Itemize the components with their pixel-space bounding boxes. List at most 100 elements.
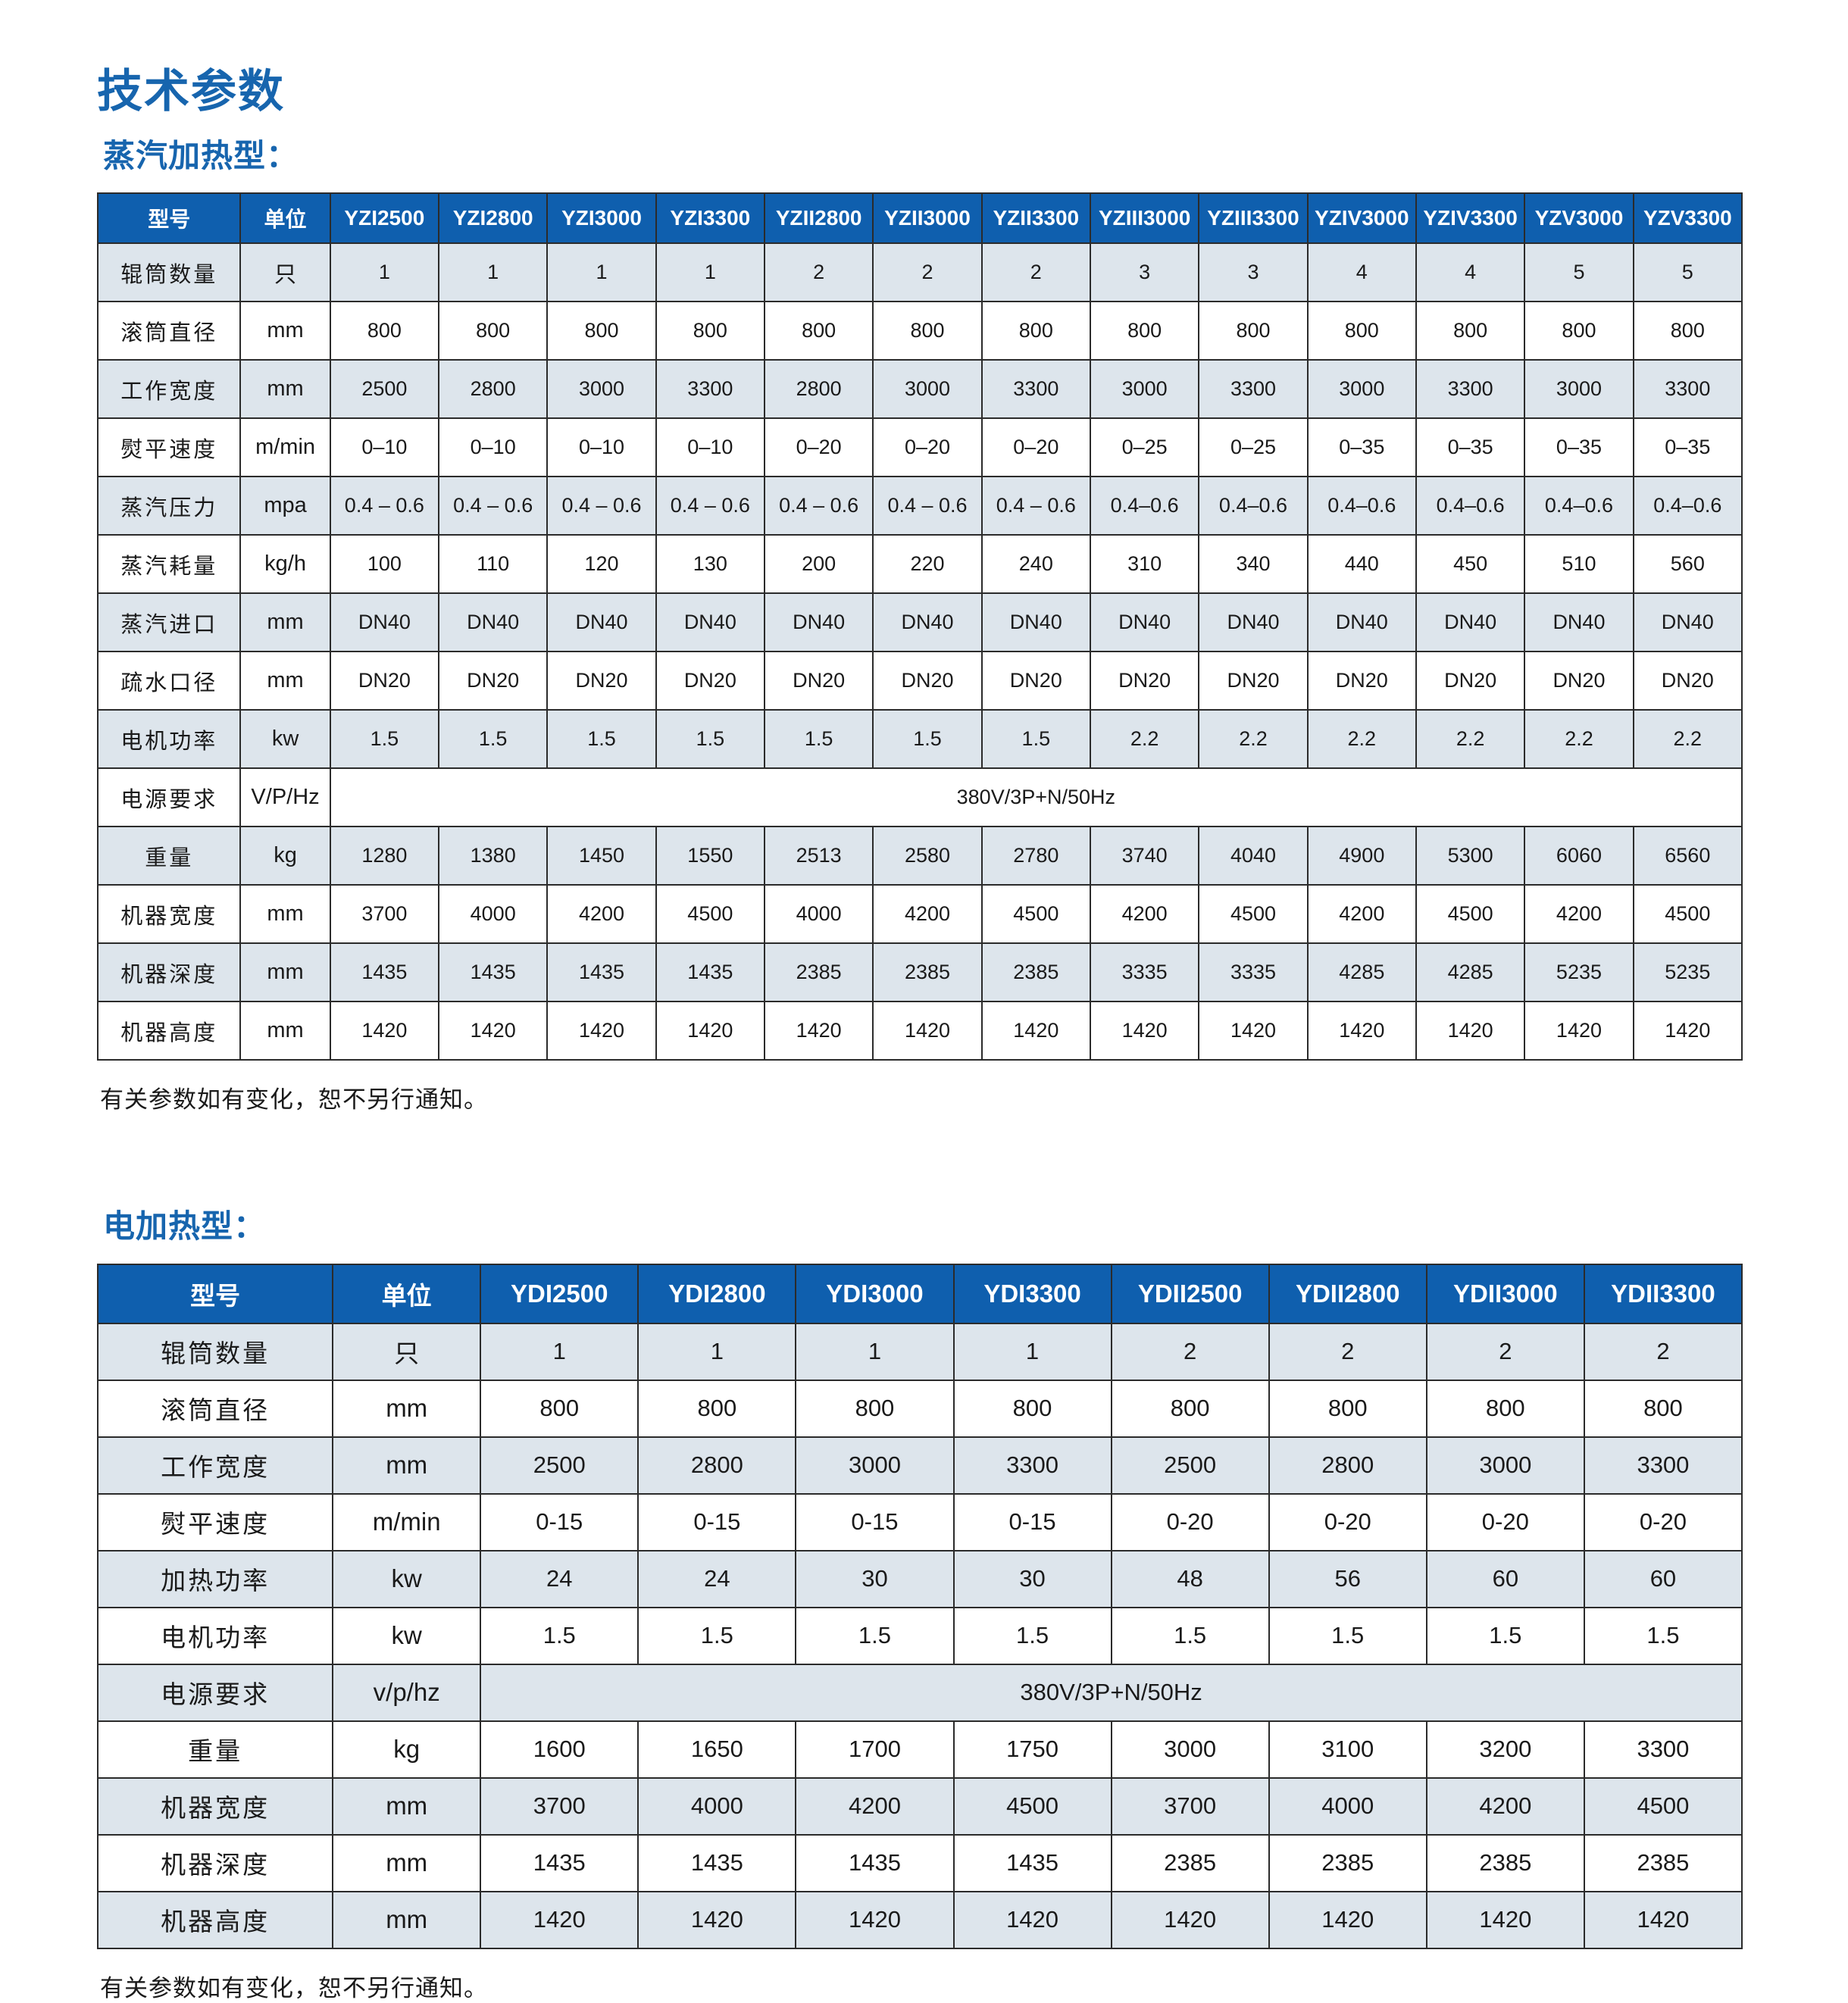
row-value: 2385 — [763, 942, 874, 1003]
row-unit: mm — [239, 301, 331, 361]
row-value: 0.4–0.6 — [1306, 476, 1417, 536]
row-value: 1.5 — [546, 709, 657, 770]
row-value: 0.4–0.6 — [1524, 476, 1634, 536]
row-value: 0–35 — [1632, 417, 1743, 478]
row-unit: v/p/hz — [332, 1663, 482, 1722]
row-label: 疏水口径 — [96, 651, 242, 711]
row-value: 0–10 — [546, 417, 657, 478]
row-unit: mm — [332, 1776, 482, 1836]
column-header-model-YZII3000: YZII3000 — [872, 192, 983, 245]
row-value: DN20 — [1524, 651, 1634, 711]
column-header-model-YZIV3300: YZIV3300 — [1415, 192, 1526, 245]
row-value: 1550 — [655, 826, 766, 886]
row-value: 1420 — [546, 1001, 657, 1061]
row-unit: mm — [332, 1379, 482, 1438]
row-label: 加热功率 — [96, 1549, 334, 1608]
electric-heating-spec-table: 型号 单位 YDI2500 YDI2800 YDI3000 YDI3300 YDII2500… — [96, 1263, 1743, 1949]
row-unit: mm — [239, 651, 331, 711]
column-header-model-YZII3300: YZII3300 — [980, 192, 1091, 245]
row-value: 1.5 — [1110, 1606, 1270, 1665]
row-value: 2800 — [637, 1436, 797, 1495]
row-value: 1700 — [795, 1720, 955, 1779]
row-value: 1.5 — [1583, 1606, 1743, 1665]
row-value: 560 — [1632, 534, 1743, 595]
row-value: 2.2 — [1306, 709, 1417, 770]
table-row: 重量 kg 1280 1380 1450 1550 2513 2580 2780 3740 4040… — [96, 826, 1743, 886]
row-value: DN20 — [546, 651, 657, 711]
row-value: 3000 — [795, 1436, 955, 1495]
row-value: 1.5 — [329, 709, 440, 770]
row-value: 2385 — [1425, 1833, 1585, 1892]
row-label: 电机功率 — [96, 1606, 334, 1665]
row-value: 5 — [1632, 242, 1743, 303]
row-value: 0–25 — [1089, 417, 1200, 478]
row-value: DN40 — [1415, 592, 1526, 653]
row-unit: kg/h — [239, 534, 331, 595]
page-title: 技术参数 — [97, 66, 285, 117]
row-value: 2 — [1268, 1322, 1427, 1381]
row-value: DN20 — [1415, 651, 1526, 711]
row-label: 蒸汽压力 — [96, 476, 242, 536]
row-value: 3000 — [1306, 359, 1417, 420]
row-value: 1450 — [546, 826, 657, 886]
row-value: 800 — [1583, 1379, 1743, 1438]
table-row: 机器宽度 mm 3700 4000 4200 4500 4000 4200 4500 4200 45… — [96, 884, 1743, 945]
row-value: DN40 — [655, 592, 766, 653]
row-unit: kw — [332, 1549, 482, 1608]
row-value: 1435 — [438, 942, 549, 1003]
column-header-model-YDII3000: YDII3000 — [1425, 1263, 1585, 1324]
row-label: 熨平速度 — [96, 417, 242, 478]
column-header-model-YZI2500: YZI2500 — [329, 192, 440, 245]
row-value: 0-20 — [1425, 1492, 1585, 1551]
column-header-model-YZIV3000: YZIV3000 — [1306, 192, 1417, 245]
row-value: 1435 — [795, 1833, 955, 1892]
row-value: 2385 — [1268, 1833, 1427, 1892]
row-value: 1 — [480, 1322, 639, 1381]
row-value: 1420 — [637, 1890, 797, 1949]
row-value: 800 — [1089, 301, 1200, 361]
row-label: 电源要求 — [96, 1663, 334, 1722]
row-value: 4500 — [1583, 1776, 1743, 1836]
row-value: DN40 — [1198, 592, 1309, 653]
table-header-row: 型号 单位 YZI2500 YZI2800 YZI3000 YZI3300 YZII2800… — [96, 192, 1743, 245]
row-value: 220 — [872, 534, 983, 595]
row-unit: mm — [332, 1833, 482, 1892]
row-value: 2500 — [480, 1436, 639, 1495]
row-value: DN40 — [1089, 592, 1200, 653]
row-value: 4285 — [1306, 942, 1417, 1003]
row-value: 800 — [872, 301, 983, 361]
table-row: 机器宽度 mm 3700 4000 4200 4500 3700 4000 4200 4500 — [96, 1776, 1743, 1836]
row-value: 2 — [763, 242, 874, 303]
row-value: 4200 — [546, 884, 657, 945]
row-value: 310 — [1089, 534, 1200, 595]
row-value: 3 — [1198, 242, 1309, 303]
row-label: 机器深度 — [96, 1833, 334, 1892]
row-value: 0–10 — [655, 417, 766, 478]
row-value: 4 — [1415, 242, 1526, 303]
row-value: 0–35 — [1524, 417, 1634, 478]
row-value: 0.4 – 0.6 — [872, 476, 983, 536]
row-value: 1380 — [438, 826, 549, 886]
row-value: 4285 — [1415, 942, 1526, 1003]
row-value: 0.4 – 0.6 — [329, 476, 440, 536]
row-value: 60 — [1425, 1549, 1585, 1608]
row-value: 4500 — [655, 884, 766, 945]
row-value: 1280 — [329, 826, 440, 886]
row-value: 0–25 — [1198, 417, 1309, 478]
row-unit: kg — [239, 826, 331, 886]
row-value-merged: 380V/3P+N/50Hz — [329, 767, 1743, 828]
row-label: 蒸汽进口 — [96, 592, 242, 653]
row-value: 0-15 — [480, 1492, 639, 1551]
electric-table-body: 辊筒数量只 1 1 1 1 2 2 2 2 滚筒直径 mm 800 800 800 800 800 800 800… — [96, 1322, 1743, 1949]
row-unit: V/P/Hz — [239, 767, 331, 828]
row-value: 510 — [1524, 534, 1634, 595]
row-value: 1 — [952, 1322, 1112, 1381]
row-label: 辊筒数量 — [96, 1322, 334, 1381]
row-label: 机器深度 — [96, 942, 242, 1003]
row-value: 3000 — [546, 359, 657, 420]
row-value: 1 — [329, 242, 440, 303]
row-value: 3700 — [480, 1776, 639, 1836]
row-value: 3000 — [1110, 1720, 1270, 1779]
row-value: 3300 — [1583, 1436, 1743, 1495]
column-header-model-YZIII3300: YZIII3300 — [1198, 192, 1309, 245]
